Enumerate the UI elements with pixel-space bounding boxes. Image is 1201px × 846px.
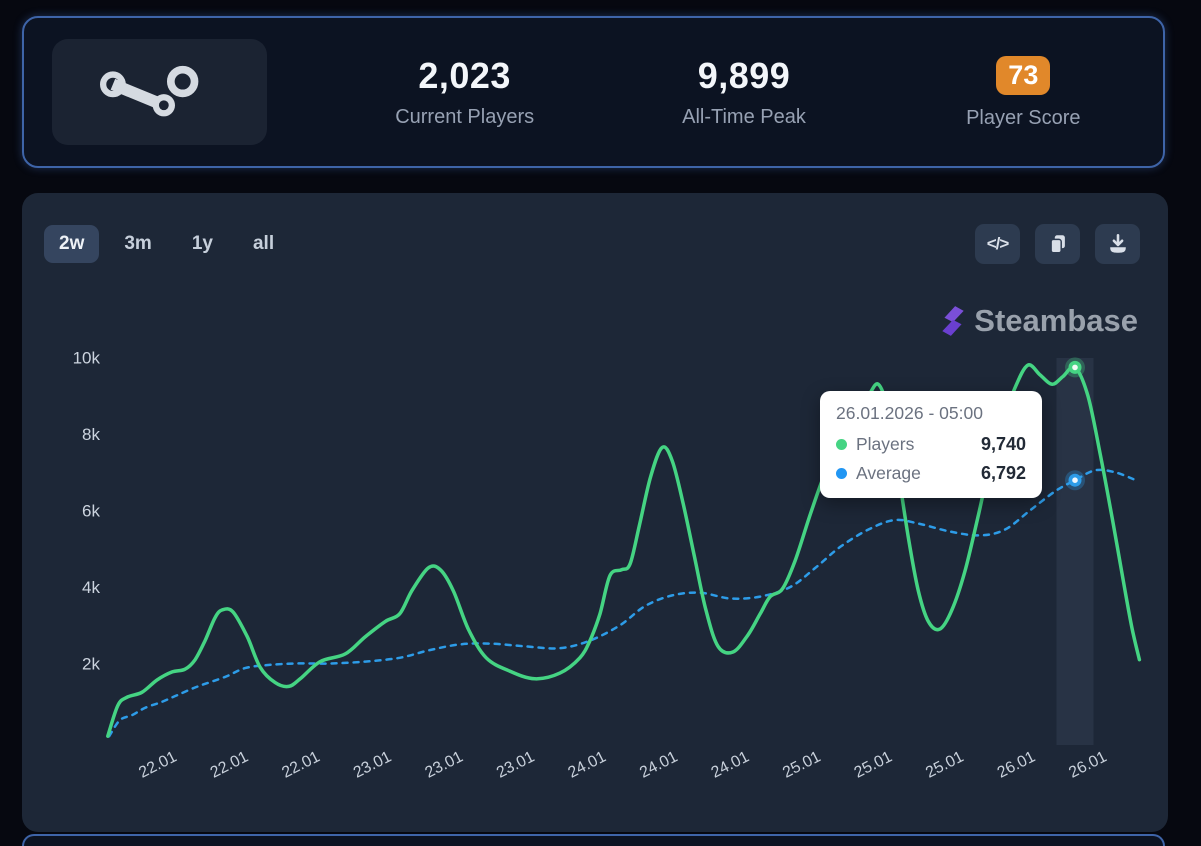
steambase-watermark[interactable]: Steambase [940, 303, 1138, 339]
player-chart-svg[interactable]: 2k 4k 6k 8k 10k 22.01 22.01 22.01 23.01 23.01 23.0… [22, 193, 1168, 832]
svg-text:23.01: 23.01 [351, 748, 394, 781]
steambase-logo-icon [942, 306, 964, 336]
steam-icon [99, 65, 198, 117]
average-series-dot [836, 468, 847, 479]
all-time-peak-value: 9,899 [697, 54, 791, 96]
svg-text:26.01: 26.01 [995, 748, 1038, 781]
svg-text:24.01: 24.01 [709, 748, 752, 781]
tooltip-row-average: Average 6,792 [836, 463, 1026, 484]
svg-text:23.01: 23.01 [494, 748, 537, 781]
player-score-stat: 73 Player Score [884, 56, 1163, 128]
tooltip-timestamp: 26.01.2026 - 05:00 [836, 403, 983, 423]
svg-text:22.01: 22.01 [208, 748, 251, 781]
tooltip-row-players: Players 9,740 [836, 434, 1026, 455]
chart-toolbar: 2w 3m 1y all </> [44, 224, 1140, 264]
embed-code-button[interactable]: </> [975, 224, 1020, 264]
average-series-label: Average [856, 463, 921, 483]
range-button-3m[interactable]: 3m [109, 225, 166, 264]
steam-logo-button[interactable] [52, 39, 267, 145]
embed-code-icon: </> [986, 234, 1010, 253]
svg-text:22.01: 22.01 [136, 748, 179, 781]
svg-text:8k: 8k [82, 425, 100, 444]
player-chart-panel: 2w 3m 1y all </> [22, 193, 1168, 832]
current-players-value: 2,023 [418, 54, 511, 96]
range-button-2w[interactable]: 2w [44, 224, 100, 264]
next-section-card-edge [22, 834, 1165, 846]
svg-text:24.01: 24.01 [565, 748, 608, 781]
svg-text:25.01: 25.01 [780, 748, 823, 781]
copy-icon [1049, 235, 1065, 254]
svg-text:2k: 2k [82, 655, 100, 674]
copy-button[interactable] [1035, 224, 1080, 264]
svg-text:23.01: 23.01 [422, 748, 465, 781]
download-button[interactable] [1095, 224, 1140, 264]
download-icon [1109, 234, 1126, 253]
svg-text:6k: 6k [82, 502, 100, 521]
current-players-stat: 2,023 Current Players [325, 54, 604, 128]
average-series-value: 6,792 [980, 463, 1026, 483]
chart-actions: </> [975, 224, 1140, 264]
players-series-label: Players [856, 434, 915, 454]
range-button-1y[interactable]: 1y [177, 225, 228, 264]
svg-text:22.01: 22.01 [279, 748, 322, 781]
time-range-group: 2w 3m 1y all [44, 224, 289, 264]
steambase-watermark-text: Steambase [974, 303, 1138, 338]
current-players-label: Current Players [395, 105, 535, 128]
svg-text:26.01: 26.01 [1066, 748, 1109, 781]
all-time-peak-label: All-Time Peak [682, 105, 806, 128]
stats-summary-card: 2,023 Current Players 9,899 All-Time Pea… [22, 16, 1165, 168]
svg-text:24.01: 24.01 [637, 748, 680, 781]
players-series-value: 9,740 [980, 434, 1026, 454]
all-time-peak-stat: 9,899 All-Time Peak [604, 54, 883, 128]
svg-text:4k: 4k [82, 578, 100, 597]
svg-text:25.01: 25.01 [852, 748, 895, 781]
svg-text:25.01: 25.01 [923, 748, 966, 781]
svg-text:10k: 10k [73, 349, 101, 368]
chart-tooltip: 26.01.2026 - 05:00 Players 9,740 Average… [820, 391, 1042, 498]
player-score-badge: 73 [996, 56, 1051, 95]
range-button-all[interactable]: all [238, 225, 289, 264]
players-series-dot [836, 439, 847, 450]
player-score-label: Player Score [966, 107, 1081, 129]
